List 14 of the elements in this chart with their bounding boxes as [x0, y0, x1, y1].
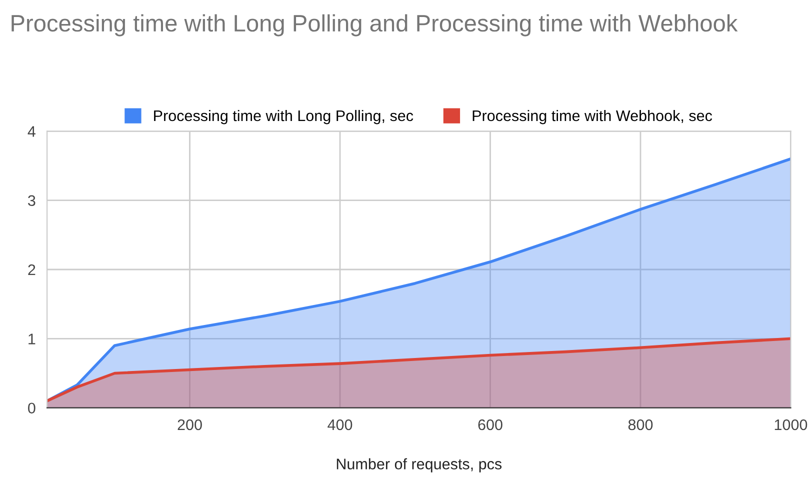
y-tick-label: 4 — [28, 126, 36, 137]
legend-label: Processing time with Webhook, sec — [472, 110, 712, 124]
x-tick-label: 600 — [478, 419, 502, 430]
chart-title: Processing time with Long Polling and Processing time with Webhook — [12, 14, 738, 36]
y-tick-label: 1 — [28, 334, 36, 344]
x-tick-label: 1000 — [774, 419, 808, 430]
x-tick-label: 200 — [178, 419, 202, 430]
x-tick-label: 800 — [628, 419, 653, 430]
x-tick-label: 400 — [328, 419, 352, 430]
y-tick-label: 2 — [28, 264, 36, 276]
legend-label: Processing time with Long Polling, sec — [154, 110, 414, 124]
x-axis-title: Number of requests, pcs — [336, 458, 502, 472]
y-tick-label: 3 — [28, 195, 36, 206]
y-tick-label: 0 — [28, 402, 36, 414]
